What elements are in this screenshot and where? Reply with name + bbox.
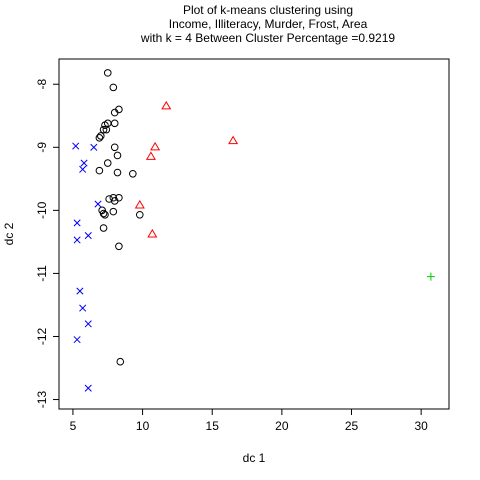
title-line-2: Income, Illiteracy, Murder, Frost, Area xyxy=(169,17,368,31)
point-circle xyxy=(113,151,122,160)
point-circle xyxy=(103,159,112,167)
point-circle xyxy=(101,210,109,219)
point-triangle xyxy=(147,228,158,238)
point-triangle xyxy=(161,100,172,110)
point-circle xyxy=(96,132,105,140)
point-circle xyxy=(110,119,119,128)
point-circle xyxy=(115,242,123,251)
x-tick-label: 25 xyxy=(345,419,359,433)
plot-frame xyxy=(58,58,450,410)
x-axis-title: dc 1 xyxy=(243,451,266,465)
point-circle xyxy=(102,125,111,134)
point-circle xyxy=(99,125,108,134)
x-tick-label: 10 xyxy=(136,419,150,433)
point-plus xyxy=(426,272,435,281)
point-x xyxy=(84,320,92,328)
point-circle xyxy=(99,224,108,232)
title-line-3: with k = 4 Between Cluster Percentage =0… xyxy=(140,31,395,45)
data-points xyxy=(72,69,435,392)
point-triangle xyxy=(134,199,145,209)
x-tick-label: 15 xyxy=(206,419,220,433)
point-circle xyxy=(110,197,119,205)
point-x xyxy=(73,336,81,344)
point-circle xyxy=(110,143,119,152)
point-circle xyxy=(110,108,119,117)
point-x xyxy=(79,165,87,173)
chart-title: Plot of k-means clustering using Income,… xyxy=(140,3,395,45)
point-circle xyxy=(99,209,108,218)
y-tick-label: -10 xyxy=(35,201,49,219)
y-axis: -8 -9 -10 -11 -12 -13 xyxy=(35,79,59,409)
point-x xyxy=(90,143,98,151)
y-tick-label: -11 xyxy=(35,265,49,282)
point-x xyxy=(84,384,92,392)
point-circle xyxy=(109,207,118,216)
x-tick-label: 30 xyxy=(414,419,428,433)
point-x xyxy=(80,159,88,167)
point-x xyxy=(79,304,87,312)
point-circle xyxy=(113,168,122,177)
point-circle xyxy=(109,83,118,92)
y-axis-title: dc 2 xyxy=(2,222,16,245)
point-circle xyxy=(105,195,113,203)
point-circle xyxy=(103,69,112,77)
y-tick-label: -9 xyxy=(35,142,49,153)
point-triangle xyxy=(145,151,156,160)
x-tick-label: 20 xyxy=(275,419,289,433)
point-x xyxy=(73,219,81,227)
point-circle xyxy=(95,166,104,175)
point-circle xyxy=(116,357,125,366)
point-x xyxy=(73,236,81,244)
y-tick-label: -13 xyxy=(35,391,49,409)
x-tick-label: 5 xyxy=(70,419,77,433)
point-triangle xyxy=(228,135,239,145)
point-x xyxy=(72,142,80,150)
point-x xyxy=(84,232,92,240)
point-circle xyxy=(129,169,137,178)
y-tick-label: -8 xyxy=(35,79,49,90)
point-triangle xyxy=(150,141,161,151)
y-tick-label: -12 xyxy=(35,327,49,345)
point-x xyxy=(94,200,102,208)
point-circle xyxy=(135,210,144,219)
point-x xyxy=(76,287,84,295)
point-circle xyxy=(101,121,109,130)
x-axis: 5 10 15 20 25 30 xyxy=(70,409,428,433)
point-circle xyxy=(95,134,104,142)
title-line-1: Plot of k-means clustering using xyxy=(183,3,353,17)
